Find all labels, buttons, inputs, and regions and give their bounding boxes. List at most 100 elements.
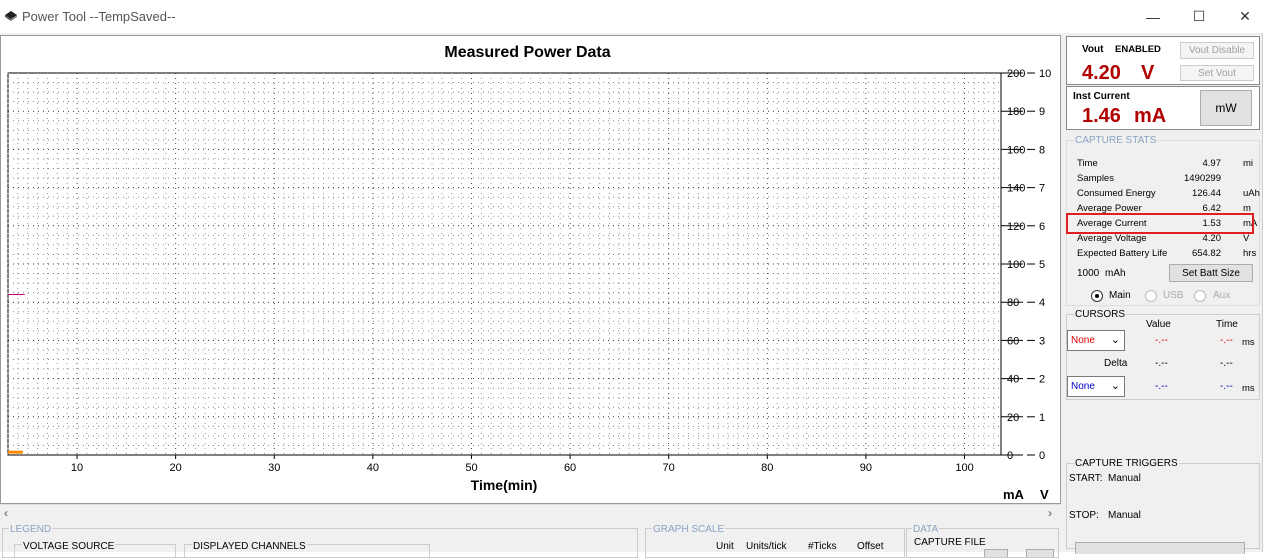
- y-right-tick-label: 5: [1039, 259, 1045, 271]
- voltage-source-label: VOLTAGE SOURCE: [22, 541, 116, 552]
- y-right-tick-label: 9: [1039, 106, 1045, 118]
- stat-label: Average Voltage: [1077, 233, 1147, 244]
- x-tick-label: 50: [465, 462, 477, 474]
- source-usb-radio[interactable]: [1145, 290, 1157, 302]
- vout-disable-button[interactable]: Vout Disable: [1180, 42, 1254, 59]
- cursor2-time: -.--: [1220, 381, 1233, 392]
- y-left-tick-label: 20: [1007, 412, 1019, 424]
- stat-value: 4.20: [1202, 233, 1222, 244]
- set-vout-button[interactable]: Set Vout: [1180, 65, 1254, 81]
- capture-stats-label: CAPTURE STATS: [1074, 135, 1158, 146]
- delta-header: Delta: [1104, 358, 1128, 369]
- trigger-stop-label: STOP:: [1069, 510, 1099, 521]
- y-left-tick-label: 200: [1007, 68, 1025, 80]
- graph-scale-label: GRAPH SCALE: [652, 524, 726, 535]
- chevron-down-icon: ⌄: [1110, 380, 1120, 392]
- x-tick-label: 40: [367, 462, 379, 474]
- app-logo-icon: [5, 11, 17, 21]
- scroll-left-icon[interactable]: ‹: [4, 506, 8, 520]
- cursor2-select-value: None: [1071, 381, 1095, 392]
- trigger-stop-value: Manual: [1108, 510, 1141, 521]
- displayed-channels-label: DISPLAYED CHANNELS: [192, 541, 307, 552]
- horizontal-scrollbar[interactable]: ‹ ›: [0, 504, 1061, 520]
- cursor-value-header: Value: [1146, 319, 1171, 330]
- vout-label: Vout: [1082, 44, 1104, 55]
- y-right-tick-label: 4: [1039, 297, 1045, 309]
- stat-label: Samples: [1077, 173, 1114, 184]
- window-title: Power Tool --TempSaved--: [22, 9, 176, 24]
- source-main-radio[interactable]: [1091, 290, 1103, 302]
- cursors-group: [1066, 314, 1260, 400]
- stat-row: Average Voltage 4.20 V: [1077, 233, 1257, 247]
- legend-label: LEGEND: [9, 524, 53, 535]
- y-right-tick-label: 3: [1039, 335, 1045, 347]
- vout-value: 4.20: [1082, 62, 1121, 84]
- stat-row: Expected Battery Life 654.82 hrs: [1077, 248, 1257, 262]
- cursor2-time-unit: ms: [1242, 383, 1255, 394]
- chevron-down-icon: ⌄: [1110, 334, 1120, 346]
- x-tick-label: 100: [955, 462, 973, 474]
- cursor2-select[interactable]: None ⌄: [1067, 376, 1125, 397]
- capture-file-button-2[interactable]: [1026, 549, 1054, 557]
- x-tick-label: 10: [71, 462, 83, 474]
- set-batt-size-button[interactable]: Set Batt Size: [1169, 264, 1253, 282]
- cursor1-select[interactable]: None ⌄: [1067, 330, 1125, 351]
- stat-value: 4.97: [1202, 158, 1222, 169]
- stat-row: Samples 1490299: [1077, 173, 1257, 187]
- cursor1-time-unit: ms: [1242, 337, 1255, 348]
- minimize-button[interactable]: —: [1146, 8, 1160, 25]
- right-axis-unit: V: [1040, 487, 1049, 502]
- scale-units-per-tick-header: Units/tick: [746, 541, 787, 552]
- x-axis-label: Time(min): [470, 477, 538, 493]
- y-left-tick-label: 100: [1007, 259, 1025, 271]
- scroll-right-icon[interactable]: ›: [1048, 506, 1052, 520]
- stat-unit: m: [1243, 203, 1251, 214]
- capture-triggers-label: CAPTURE TRIGGERS: [1074, 458, 1179, 469]
- capture-file-button-1[interactable]: [984, 549, 1008, 557]
- y-left-tick-label: 120: [1007, 221, 1025, 233]
- stat-value: 654.82: [1191, 248, 1221, 259]
- vout-status: ENABLED: [1115, 44, 1161, 55]
- batt-size-unit: mAh: [1105, 268, 1126, 279]
- graph-title: Measured Power Data: [444, 44, 611, 61]
- y-right-tick-label: 6: [1039, 221, 1045, 233]
- stat-value: 6.42: [1202, 203, 1222, 214]
- x-tick-label: 60: [564, 462, 576, 474]
- inst-current-unit: mA: [1134, 105, 1167, 127]
- mw-toggle-button[interactable]: mW: [1200, 90, 1252, 126]
- y-left-tick-label: 160: [1007, 144, 1025, 156]
- y-left-tick-label: 180: [1007, 106, 1025, 118]
- y-left-tick-label: 0: [1007, 450, 1013, 462]
- trigger-start-value: Manual: [1108, 473, 1141, 484]
- y-left-tick-label: 140: [1007, 183, 1025, 195]
- source-main-label: Main: [1109, 290, 1131, 301]
- batt-size-value: 1000: [1077, 268, 1100, 279]
- stat-row: Average Current 1.53 mA: [1077, 218, 1257, 232]
- x-tick-label: 80: [761, 462, 773, 474]
- close-button[interactable]: ✕: [1239, 8, 1251, 24]
- stat-unit: mi: [1243, 158, 1254, 169]
- capture-file-label: CAPTURE FILE: [914, 537, 986, 548]
- right-edge-divider: [1262, 33, 1279, 552]
- y-right-tick-label: 7: [1039, 183, 1045, 195]
- source-aux-radio[interactable]: [1194, 290, 1206, 302]
- stat-row: Average Power 6.42 m: [1077, 203, 1257, 217]
- stat-unit: mA: [1243, 218, 1258, 229]
- start-capture-button[interactable]: [1075, 542, 1245, 554]
- power-chart[interactable]: 10 20 30 40 50 60 70 80 90 1000204060801001201401…: [1, 36, 1060, 503]
- maximize-button[interactable]: ☐: [1192, 8, 1206, 24]
- scale-ticks-header: #Ticks: [808, 541, 837, 552]
- x-tick-label: 90: [860, 462, 872, 474]
- inst-current-box: Inst Current 1.46 mA mW: [1066, 86, 1260, 130]
- y-left-tick-label: 80: [1007, 297, 1019, 309]
- cursor2-value: -.--: [1155, 381, 1168, 392]
- y-right-tick-label: 0: [1039, 450, 1045, 462]
- x-tick-label: 30: [268, 462, 280, 474]
- vout-unit: V: [1141, 62, 1155, 84]
- title-bar: Power Tool --TempSaved-- — ☐ ✕: [0, 0, 1279, 33]
- y-left-tick-label: 60: [1007, 335, 1019, 347]
- trigger-start-label: START:: [1069, 473, 1103, 484]
- stat-unit: uAh: [1243, 188, 1260, 199]
- data-label: DATA: [912, 524, 940, 535]
- stat-label: Average Power: [1077, 203, 1142, 214]
